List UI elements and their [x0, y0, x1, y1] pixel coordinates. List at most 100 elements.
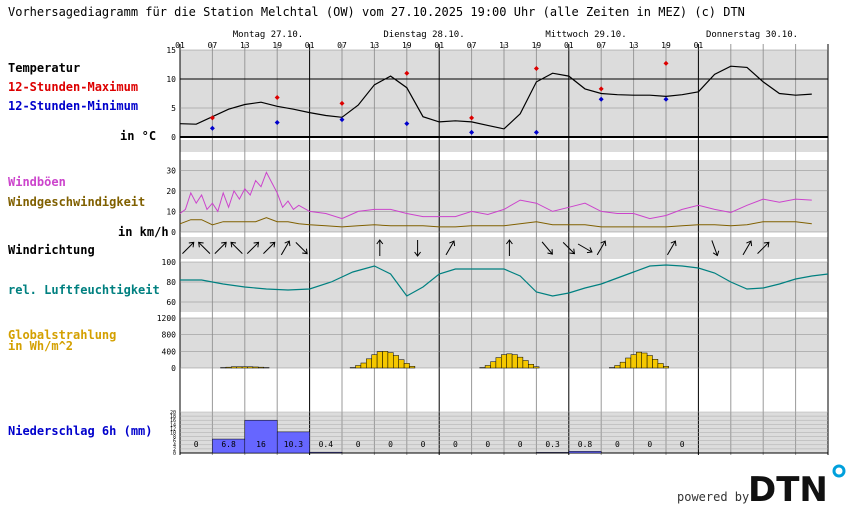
- precip-data-label: 0: [453, 440, 458, 449]
- wind-arrow-head: [670, 240, 677, 247]
- humidity-label: rel. Luftfeuchtigkeit: [8, 283, 160, 297]
- hour-tick-label: 13: [370, 41, 380, 50]
- precipitation-label: Niederschlag 6h (mm): [8, 424, 153, 438]
- humidity-tick-label: 60: [166, 298, 176, 307]
- wind-arrow-icon: [742, 240, 753, 256]
- axes: 0510150102030608010004008001200024681012…: [157, 46, 176, 457]
- wind-tick-label: 10: [166, 207, 176, 216]
- radiation-bar: [360, 362, 367, 369]
- precip-data-label: 0: [356, 440, 361, 449]
- radiation-tick-label: 0: [171, 364, 176, 373]
- precip-data-label: 0: [680, 440, 685, 449]
- wind-arrow-shaft: [596, 240, 606, 256]
- wind-arrows: [182, 239, 770, 257]
- precip-data-label: 0.3: [545, 440, 560, 449]
- radiation-bar: [506, 353, 513, 369]
- precip-tick-label: 18: [170, 414, 176, 420]
- max-point: [469, 115, 475, 121]
- wind-speed-label: Windgeschwindigkeit: [8, 195, 145, 209]
- wind-arrow-head: [221, 241, 227, 248]
- min-point: [209, 125, 215, 131]
- wind-arrow-head: [763, 241, 770, 248]
- radiation-bar: [403, 363, 410, 369]
- hour-ticks: 01 07 13 19 01 07 13 19 01 07 13 19 01 07 13 19 01: [175, 41, 703, 50]
- precip-bar: [309, 451, 343, 454]
- radiation-bar: [528, 364, 534, 369]
- wind-arrow-icon: [214, 241, 227, 255]
- precip-bar: [276, 431, 310, 454]
- max-point: [404, 70, 410, 76]
- min-label: 12-Stunden-Minimum: [8, 99, 138, 113]
- max-point: [274, 95, 280, 101]
- radiation-bar: [252, 366, 259, 369]
- wind-arrow-icon: [541, 241, 553, 255]
- radiation-bar: [366, 358, 372, 369]
- hour-tick-label: 07: [208, 41, 218, 50]
- precip-tick-label: 2: [173, 447, 176, 453]
- wind-arrow-shaft: [182, 241, 195, 255]
- min-point: [663, 96, 669, 102]
- precip-data-label: 0: [485, 440, 490, 449]
- precip-tick-label: 12: [170, 426, 176, 432]
- radiation-tick-label: 1200: [157, 314, 176, 323]
- wind-arrow-head: [547, 249, 553, 255]
- precip-tick-label: 4: [173, 443, 176, 449]
- radiation-label: Globalstrahlung: [8, 328, 116, 342]
- wind-arrow-shaft: [577, 243, 593, 253]
- chart-title: Vorhersagediagramm für die Station Melch…: [8, 5, 745, 19]
- hour-tick-label: 01: [434, 41, 444, 50]
- wind-arrow-shaft: [757, 241, 770, 255]
- precip-data-label: 0.4: [319, 440, 334, 449]
- wind-arrow-shaft: [445, 240, 455, 256]
- temperature-unit: in °C: [120, 129, 156, 143]
- radiation-bar: [614, 365, 621, 369]
- radiation-bar: [625, 357, 632, 369]
- wind-arrow-head: [449, 240, 456, 247]
- min-point: [339, 117, 345, 123]
- temperature-tick-label: 15: [166, 46, 176, 55]
- temperature-tick-label: 0: [171, 133, 176, 142]
- radiation-bar: [641, 352, 648, 369]
- radiation-bar: [636, 351, 642, 369]
- wind-arrow-icon: [295, 241, 308, 255]
- hour-tick-label: 19: [402, 41, 412, 50]
- precip-bar: [536, 452, 570, 454]
- wind-arrow-head: [586, 247, 593, 254]
- humidity-tick-label: 100: [162, 258, 177, 267]
- precip-tick-label: 20: [170, 410, 176, 416]
- radiation-bar: [646, 355, 653, 369]
- wind-arrow-icon: [230, 241, 243, 255]
- radiation-tick-label: 400: [162, 347, 177, 356]
- precip-data-label: 0: [647, 440, 652, 449]
- precip-bar: [244, 419, 278, 454]
- max-point: [598, 86, 604, 92]
- day-labels: Montag 27.10. Dienstag 28.10. Mittwoch 2…: [233, 30, 798, 40]
- radiation-bar: [241, 366, 248, 369]
- wind-arrow-head: [414, 251, 422, 257]
- hour-tick-label: 13: [240, 41, 250, 50]
- wind-arrow-icon: [182, 241, 195, 255]
- radiation-bar: [495, 357, 502, 369]
- precip-data-label: 16: [256, 440, 266, 449]
- wind-arrow-shaft: [230, 241, 243, 255]
- wind-arrow-head: [269, 241, 276, 248]
- max-point: [209, 115, 215, 121]
- wind-arrow-shaft: [263, 241, 276, 255]
- radiation-bar: [657, 363, 664, 369]
- min-point: [469, 129, 475, 135]
- precip-data-label: 0: [615, 440, 620, 449]
- precip-tick-label: 14: [170, 422, 176, 428]
- radiation-bar: [619, 361, 626, 369]
- min-point: [533, 129, 539, 135]
- wind-arrow-shaft: [280, 240, 290, 256]
- temperature-label: Temperatur: [8, 61, 80, 75]
- min-point: [274, 120, 280, 125]
- radiation-tick-label: 800: [162, 331, 177, 340]
- wind-arrow-icon: [263, 241, 276, 255]
- radiation-bar: [663, 366, 669, 369]
- wind-arrow-head: [600, 240, 607, 247]
- precip-data-label: 6.8: [221, 440, 236, 449]
- radiation-bar: [652, 359, 659, 369]
- wind-tick-label: 0: [171, 228, 176, 237]
- humidity-tick-label: 80: [166, 278, 176, 287]
